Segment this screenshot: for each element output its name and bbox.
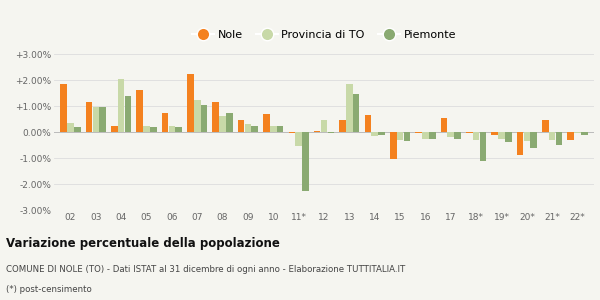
Bar xyxy=(136,90,143,132)
Bar xyxy=(314,131,320,132)
Bar xyxy=(397,132,403,140)
Bar xyxy=(251,125,258,132)
Bar xyxy=(404,132,410,141)
Bar xyxy=(371,132,378,136)
Bar xyxy=(238,120,244,132)
Bar xyxy=(321,120,327,132)
Bar xyxy=(549,132,556,140)
Bar xyxy=(150,127,157,132)
Bar xyxy=(448,132,454,137)
Bar xyxy=(61,84,67,132)
Bar xyxy=(194,100,200,132)
Bar xyxy=(473,132,479,140)
Bar xyxy=(187,74,194,132)
Bar xyxy=(143,125,150,132)
Bar xyxy=(365,115,371,132)
Bar xyxy=(270,125,277,132)
Bar xyxy=(169,125,175,132)
Bar xyxy=(530,132,537,148)
Bar xyxy=(212,102,219,132)
Bar xyxy=(328,132,334,133)
Bar xyxy=(542,120,548,132)
Bar xyxy=(524,132,530,141)
Bar xyxy=(346,84,353,132)
Bar xyxy=(491,132,498,135)
Bar xyxy=(175,127,182,132)
Bar xyxy=(574,132,581,133)
Bar xyxy=(568,132,574,140)
Bar xyxy=(479,132,486,160)
Bar xyxy=(289,132,295,133)
Bar xyxy=(263,114,270,132)
Bar xyxy=(353,94,359,132)
Bar xyxy=(390,132,397,158)
Bar xyxy=(295,132,302,146)
Bar xyxy=(466,132,473,133)
Bar xyxy=(454,132,461,139)
Text: Variazione percentuale della popolazione: Variazione percentuale della popolazione xyxy=(6,238,280,250)
Bar xyxy=(74,127,80,132)
Bar xyxy=(92,107,99,132)
Bar xyxy=(581,132,587,135)
Bar xyxy=(517,132,523,155)
Bar xyxy=(277,125,283,132)
Legend: Nole, Provincia di TO, Piemonte: Nole, Provincia di TO, Piemonte xyxy=(187,25,461,44)
Bar xyxy=(86,102,92,132)
Bar xyxy=(415,132,422,133)
Bar xyxy=(429,132,436,139)
Bar xyxy=(245,124,251,132)
Bar xyxy=(226,112,233,132)
Text: COMUNE DI NOLE (TO) - Dati ISTAT al 31 dicembre di ogni anno - Elaborazione TUTT: COMUNE DI NOLE (TO) - Dati ISTAT al 31 d… xyxy=(6,265,405,274)
Bar xyxy=(339,120,346,132)
Bar xyxy=(100,107,106,132)
Text: (*) post-censimento: (*) post-censimento xyxy=(6,286,92,295)
Bar xyxy=(118,79,124,132)
Bar xyxy=(201,105,208,132)
Bar xyxy=(219,116,226,132)
Bar xyxy=(111,125,118,132)
Bar xyxy=(422,132,429,139)
Bar xyxy=(125,96,131,132)
Bar xyxy=(505,132,512,142)
Bar xyxy=(440,118,447,132)
Bar xyxy=(302,132,309,190)
Bar xyxy=(498,132,505,139)
Bar xyxy=(67,123,74,132)
Bar xyxy=(378,132,385,135)
Bar xyxy=(162,112,169,132)
Bar xyxy=(556,132,562,145)
